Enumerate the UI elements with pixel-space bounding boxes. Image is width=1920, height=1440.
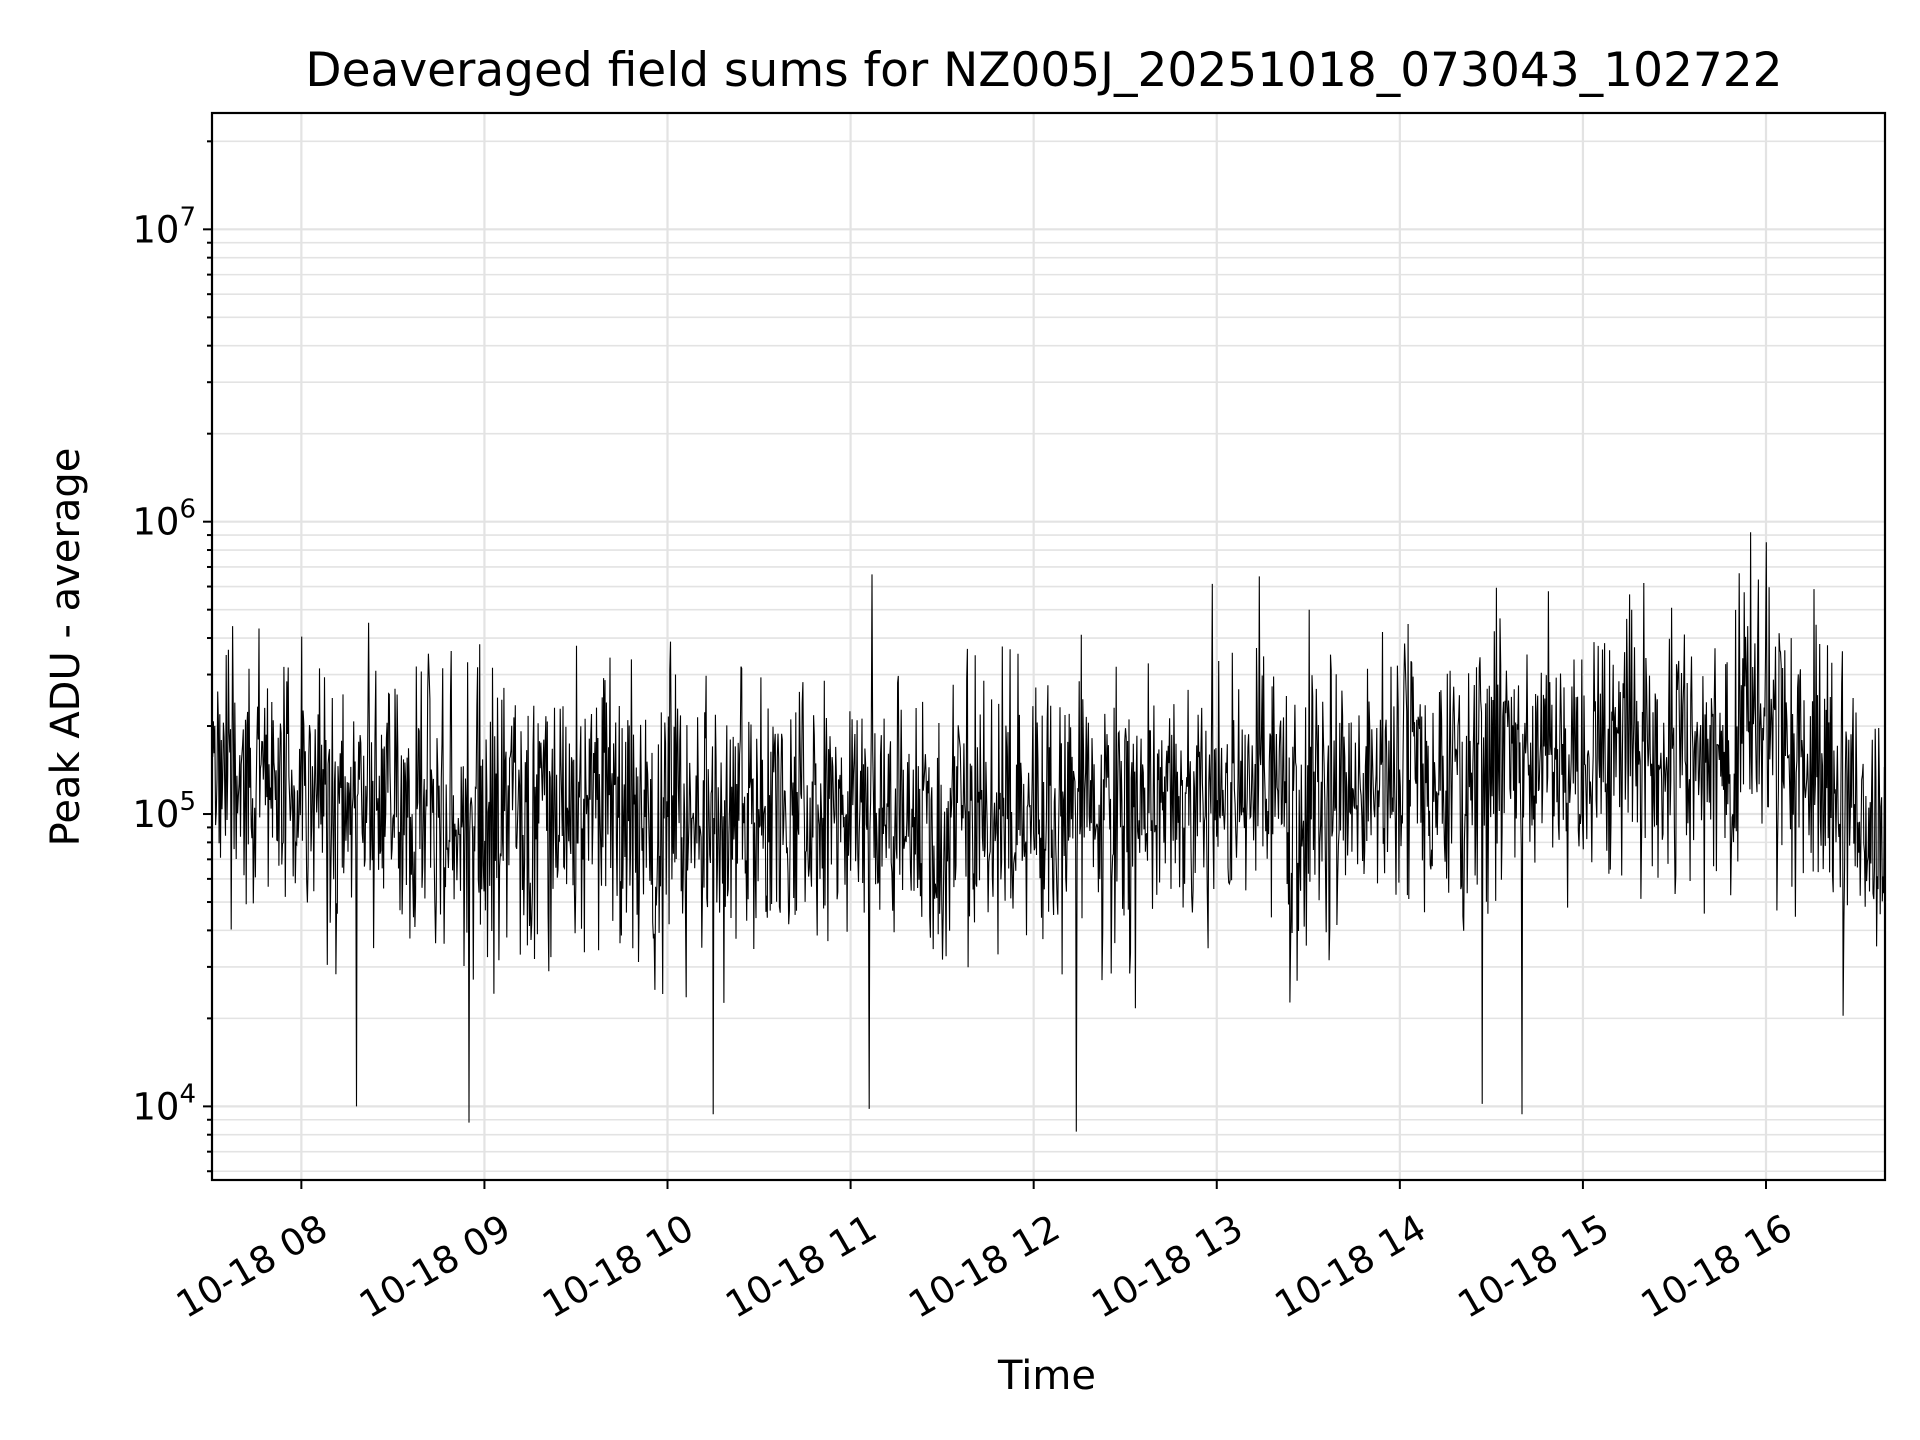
y-tick-label-exponent: 7 [179,202,196,232]
y-tick-label-base: 10 [132,208,179,251]
y-tick-label-base: 10 [132,793,179,836]
series-line [211,532,1885,1132]
y-tick-label: 106 [132,495,196,544]
y-tick-label-base: 10 [132,1085,179,1128]
plot-frame [210,111,1887,1182]
chart-title: Deaveraged field sums for NZ005J_2025101… [305,43,1782,98]
y-tick-label: 107 [132,202,196,251]
y-tick-label-exponent: 6 [179,495,196,525]
y-tick-label-exponent: 4 [179,1079,196,1109]
y-tick-label-exponent: 5 [179,787,196,817]
y-tick-label: 105 [132,787,196,836]
y-tick-label: 104 [132,1079,196,1128]
series-layer [211,532,1885,1132]
y-axis-label: Peak ADU - average [43,448,89,847]
y-tick-label-base: 10 [132,501,179,544]
x-axis-label: Time [997,1353,1096,1399]
